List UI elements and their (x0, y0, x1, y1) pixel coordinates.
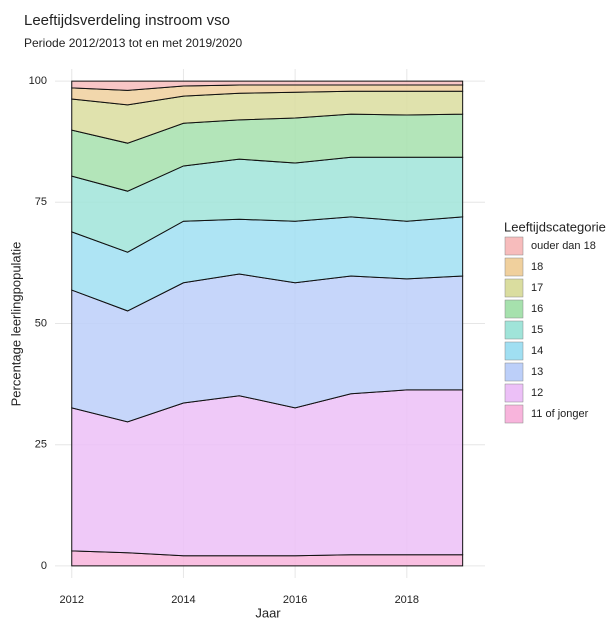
legend-swatch (504, 299, 524, 319)
x-axis-label: Jaar (255, 605, 281, 619)
y-axis-label: Percentage leerlingpopulatie (8, 242, 23, 407)
chart-subtitle: Periode 2012/2013 tot en met 2019/2020 (24, 36, 243, 50)
legend-label: 18 (531, 261, 543, 273)
legend-label: ouder dan 18 (531, 240, 596, 252)
legend-swatch (504, 383, 524, 403)
legend-swatch (504, 320, 524, 340)
legend-swatch (504, 257, 524, 277)
chart-title: Leeftijdsverdeling instroom vso (24, 12, 230, 29)
y-tick-label: 0 (41, 560, 47, 572)
legend-label: 14 (531, 345, 543, 357)
legend-label: 16 (531, 303, 543, 315)
legend-title: Leeftijdscategorie (504, 219, 606, 234)
y-tick-label: 50 (35, 317, 47, 329)
legend-label: 11 of jonger (531, 408, 589, 420)
area (71, 80, 464, 91)
legend-label: 12 (531, 387, 543, 399)
y-tick-label: 25 (35, 439, 47, 451)
y-tick-label: 100 (29, 75, 47, 87)
legend-swatch (504, 341, 524, 361)
x-tick-label: 2018 (395, 594, 419, 606)
y-tick-label: 75 (35, 196, 47, 208)
legend-swatch (504, 404, 524, 424)
x-tick-label: 2014 (171, 594, 195, 606)
x-tick-label: 2016 (283, 594, 307, 606)
x-tick-label: 2012 (60, 594, 84, 606)
legend-label: 15 (531, 324, 543, 336)
legend-swatch (504, 236, 524, 256)
legend-swatch (504, 278, 524, 298)
legend-label: 17 (531, 282, 543, 294)
legend-label: 13 (531, 366, 543, 378)
legend-swatch (504, 362, 524, 382)
